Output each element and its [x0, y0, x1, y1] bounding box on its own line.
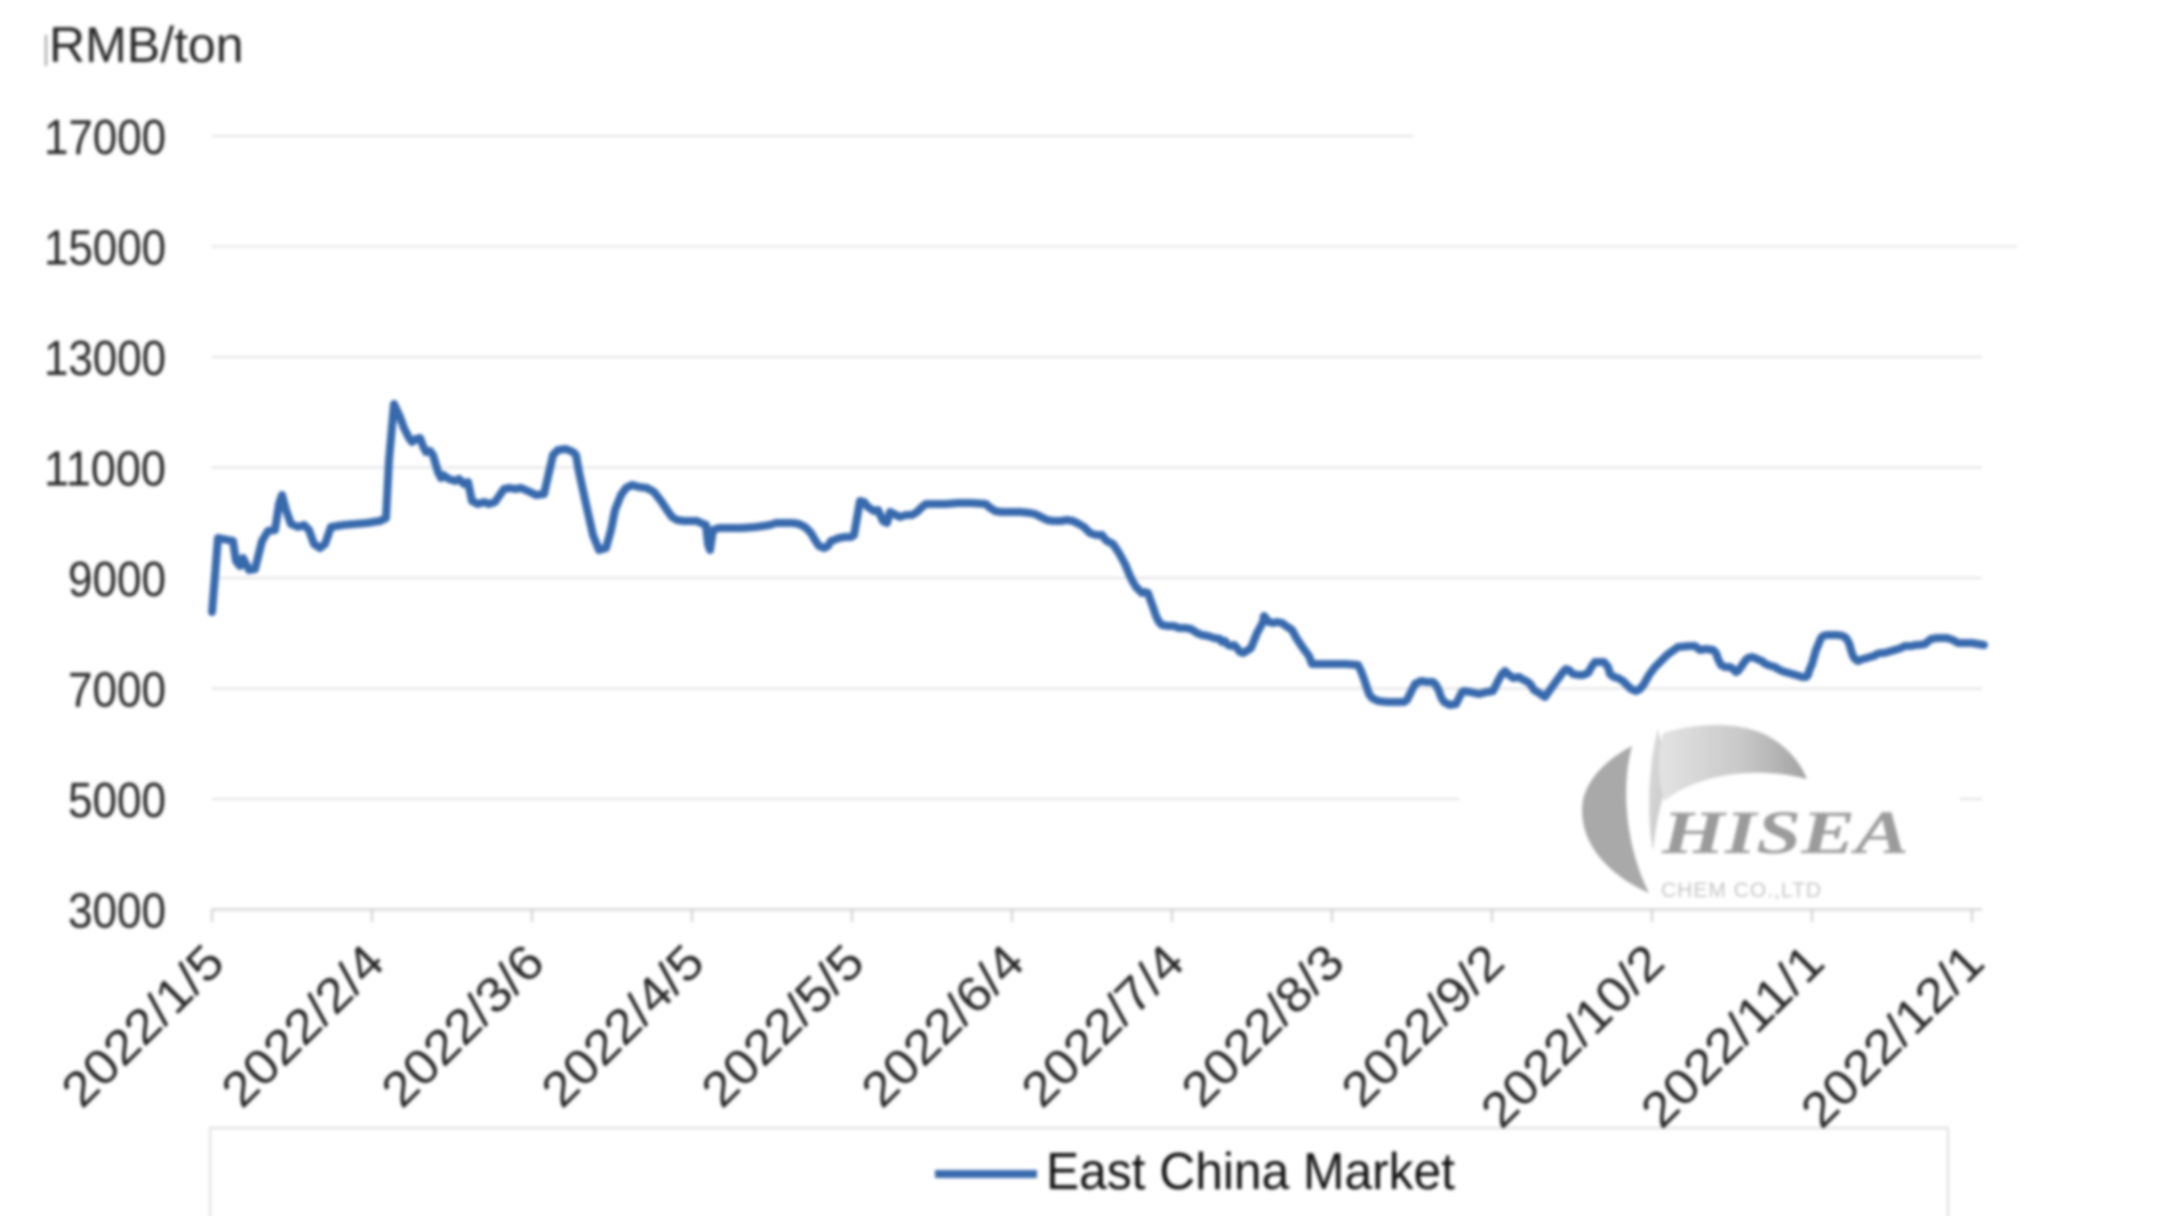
svg-text:5000: 5000: [68, 774, 166, 828]
svg-text:3000: 3000: [68, 885, 166, 939]
svg-text:RMB/ton: RMB/ton: [49, 17, 244, 73]
svg-text:CHEM CO.,LTD: CHEM CO.,LTD: [1661, 879, 1822, 902]
svg-text:HISEA: HISEA: [1661, 800, 1909, 867]
svg-text:13000: 13000: [44, 332, 166, 386]
svg-text:11000: 11000: [44, 443, 166, 497]
svg-text:7000: 7000: [68, 664, 166, 718]
svg-text:15000: 15000: [44, 222, 166, 276]
svg-text:East China Market: East China Market: [1046, 1143, 1456, 1201]
svg-text:9000: 9000: [68, 553, 166, 607]
svg-text:17000: 17000: [44, 111, 166, 165]
